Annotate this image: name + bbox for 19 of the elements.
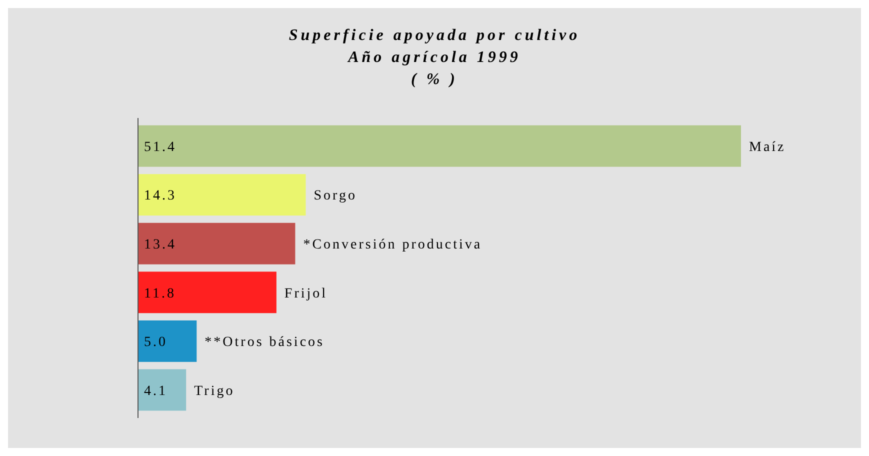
data-label: 11.8 bbox=[144, 286, 176, 302]
bar bbox=[138, 125, 741, 167]
data-label: 5.0 bbox=[144, 335, 168, 350]
y-tick-label: *Conversión productiva bbox=[303, 238, 482, 253]
y-tick-label: Sorgo bbox=[314, 188, 357, 204]
y-tick-label: Maíz bbox=[749, 140, 786, 155]
y-tick-label: **Otros básicos bbox=[204, 335, 324, 350]
data-label: 51.4 bbox=[144, 140, 176, 155]
bar bbox=[138, 174, 306, 216]
data-label: 13.4 bbox=[144, 238, 176, 253]
data-label: 14.3 bbox=[144, 188, 176, 204]
bar bbox=[138, 222, 296, 264]
bar bbox=[138, 369, 186, 411]
data-label: 4.1 bbox=[144, 384, 168, 399]
y-tick-label: Frijol bbox=[284, 286, 328, 302]
bar bbox=[138, 320, 197, 362]
bar bbox=[138, 272, 276, 314]
chart-title: Superficie apoyada por cultivo Año agrícola 1999 ( % ) bbox=[288, 27, 580, 88]
y-tick-label: Trigo bbox=[194, 384, 235, 399]
